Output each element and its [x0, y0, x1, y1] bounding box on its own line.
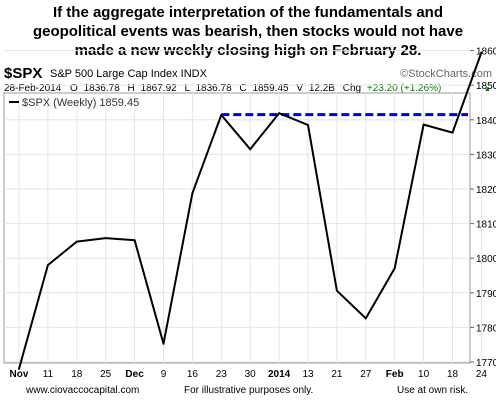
data-point — [75, 240, 78, 243]
headline-line-2: geopolitical events was bearish, then st… — [32, 23, 464, 40]
x-tick-label: 25 — [100, 369, 112, 380]
data-point — [249, 148, 252, 151]
x-tick-label: 16 — [187, 369, 199, 380]
y-tick-label: 1840 — [476, 116, 496, 127]
data-point — [307, 123, 309, 126]
x-tick-label: 30 — [245, 369, 257, 380]
legend-label: $SPX (Weekly) 1859.45 — [22, 97, 139, 109]
x-tick-label: 2014 — [268, 369, 291, 380]
x-tick-label: 27 — [360, 369, 372, 380]
data-point — [335, 289, 338, 292]
data-point — [191, 192, 194, 195]
y-tick-label: 1830 — [476, 150, 496, 161]
footer-disclaimer: For illustrative purposes only. — [184, 385, 313, 396]
high-value: 1867.92 — [141, 83, 178, 94]
data-point — [278, 112, 281, 115]
data-point — [220, 113, 223, 116]
x-tick-label: Dec — [125, 369, 144, 380]
x-tick-label: Feb — [386, 369, 404, 380]
open-value: 1836.78 — [84, 83, 121, 94]
data-point — [133, 239, 136, 242]
y-tick-label: 1850 — [476, 81, 496, 92]
volume-label: V — [296, 83, 303, 94]
x-tick-label: 11 — [43, 369, 54, 380]
data-point — [162, 342, 165, 345]
data-point — [480, 51, 483, 54]
close-value: 1859.45 — [252, 83, 289, 94]
high-label: H — [128, 83, 135, 94]
x-tick-label: 9 — [161, 369, 167, 380]
x-tick-label: 24 — [476, 369, 488, 380]
x-axis: Nov 11 18 25 Dec 9 16 23 30 2014 13 21 27 Feb 10 18 24 — [10, 369, 488, 380]
change-value: +23.20 (+1.26%) — [367, 83, 442, 94]
price-info-line: 28-Feb-2014 O 1836.78 H 1867.92 L 1836.7… — [4, 83, 441, 94]
x-tick-label: 21 — [331, 369, 343, 380]
y-tick-label: 1770 — [476, 358, 496, 369]
data-point — [46, 264, 49, 267]
y-tick-label: 1790 — [476, 289, 496, 300]
grid — [4, 50, 482, 363]
x-tick-label: 10 — [418, 369, 430, 380]
y-tick-label: 1820 — [476, 185, 496, 196]
headline-line-1: If the aggregate interpretation of the f… — [52, 4, 444, 21]
volume-value: 12.2B — [309, 83, 335, 94]
x-tick-label: 23 — [216, 369, 228, 380]
x-tick-label: 13 — [302, 369, 314, 380]
data-point — [422, 123, 425, 126]
x-tick-label: 18 — [447, 369, 459, 380]
change-up-arrow: ▲ — [484, 86, 491, 93]
low-value: 1836.78 — [195, 83, 232, 94]
y-axis: 1770 1780 1790 1800 1810 1820 1830 1840 1850 1860 — [470, 47, 496, 369]
data-point — [364, 317, 367, 320]
headline: If the aggregate interpretation of the f… — [0, 3, 496, 60]
x-tick-label: Nov — [10, 369, 29, 380]
low-label: L — [185, 83, 191, 94]
y-tick-label: 1780 — [476, 323, 496, 334]
ticker-symbol: $SPX — [4, 65, 42, 82]
data-point — [104, 237, 107, 240]
change-label: Chg — [343, 83, 361, 94]
footer-site: www.ciovaccocapital.com — [25, 385, 139, 396]
y-tick-label: 1860 — [476, 47, 496, 58]
close-label: C — [239, 83, 246, 94]
y-tick-label: 1800 — [476, 254, 496, 265]
plot-area — [3, 92, 471, 364]
data-point — [393, 267, 396, 270]
data-points — [18, 51, 483, 370]
x-tick-label: 18 — [71, 369, 83, 380]
index-name: S&P 500 Large Cap Index INDX — [50, 68, 208, 80]
data-point — [451, 131, 454, 134]
open-label: O — [70, 83, 78, 94]
quote-date: 28-Feb-2014 — [4, 83, 62, 94]
y-tick-label: 1810 — [476, 220, 496, 231]
stockcharts-watermark: ©StockCharts.com — [400, 68, 492, 80]
footer-risk: Use at own risk. — [397, 385, 468, 396]
data-point — [18, 367, 20, 370]
